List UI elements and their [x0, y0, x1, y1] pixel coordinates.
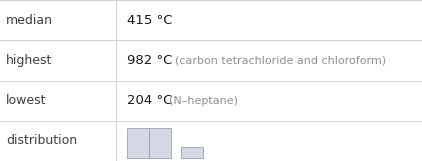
Text: lowest: lowest	[6, 94, 47, 107]
Text: median: median	[6, 14, 53, 27]
Text: 204 °C: 204 °C	[127, 94, 172, 107]
Text: (carbon tetrachloride and chloroform): (carbon tetrachloride and chloroform)	[175, 55, 386, 65]
Text: 415 °C: 415 °C	[127, 14, 172, 27]
Bar	[149, 128, 171, 158]
Text: highest: highest	[6, 54, 53, 67]
Bar	[127, 128, 149, 158]
Text: 982 °C: 982 °C	[127, 54, 172, 67]
Bar	[181, 147, 203, 158]
Text: (N–heptane): (N–heptane)	[169, 96, 238, 106]
Text: distribution: distribution	[6, 134, 78, 147]
